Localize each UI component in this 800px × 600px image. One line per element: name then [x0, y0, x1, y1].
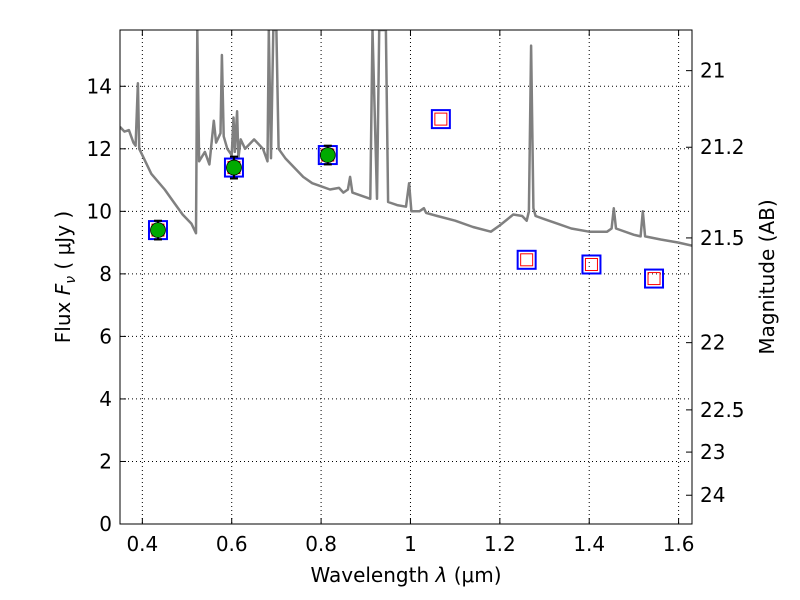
- y2-axis-label: Magnitude (AB): [755, 199, 779, 354]
- y2-tick-label: 21: [700, 59, 725, 83]
- observed-point: [226, 159, 242, 176]
- y-axis-label: Flux Fν ( μJy ): [51, 211, 79, 343]
- template-spectrum-line: [120, 30, 692, 247]
- grid: [120, 30, 692, 524]
- x-tick-label: 0.4: [126, 532, 158, 556]
- x-tick-label: 0.8: [305, 532, 337, 556]
- y2-axis-ticks: 21 21.2 21.5 22 22.5 23 24: [686, 59, 745, 507]
- observed-points: [150, 144, 336, 241]
- model-point-outer: [430, 109, 451, 130]
- y-tick-label: 0: [99, 512, 112, 536]
- y-tick-label: 2: [99, 449, 112, 473]
- y2-tick-label: 23: [700, 440, 725, 464]
- observed-point: [319, 147, 336, 163]
- y-tick-label: 6: [99, 324, 112, 348]
- x-tick-label: 0.6: [216, 532, 248, 556]
- y-tick-label: 10: [87, 199, 112, 223]
- y-axis-ticks: 0 2 4 6 8 10 12 14: [87, 74, 126, 536]
- model-point-inner: [647, 272, 661, 286]
- template-spectrum: [120, 30, 692, 247]
- model-point-outer: [581, 254, 602, 275]
- model-point-outer: [516, 249, 537, 270]
- y-tick-label: 12: [87, 137, 112, 161]
- observed-point: [150, 222, 166, 239]
- model-point-inner: [520, 253, 534, 267]
- y-tick-label: 4: [99, 387, 112, 411]
- y2-tick-label: 21.2: [700, 135, 745, 159]
- model-point-outer: [644, 268, 665, 289]
- x-tick-label: 1.6: [663, 532, 695, 556]
- model-point-inner: [434, 112, 448, 126]
- x-tick-label: 1.4: [573, 532, 605, 556]
- y-tick-label: 14: [87, 74, 112, 98]
- y2-tick-label: 21.5: [700, 226, 745, 250]
- y2-tick-label: 24: [700, 483, 725, 507]
- x-axis-label: Wavelength λ (μm): [310, 563, 501, 587]
- y2-tick-label: 22.5: [700, 398, 745, 422]
- y2-tick-label: 22: [700, 331, 725, 355]
- model-point-inner: [584, 257, 598, 271]
- x-tick-label: 1.2: [484, 532, 516, 556]
- y-tick-label: 8: [99, 262, 112, 286]
- x-axis-ticks: 0.4 0.6 0.8 1 1.2 1.4 1.6: [126, 30, 695, 556]
- plot-frame: [119, 29, 693, 525]
- x-tick-label: 1: [404, 532, 417, 556]
